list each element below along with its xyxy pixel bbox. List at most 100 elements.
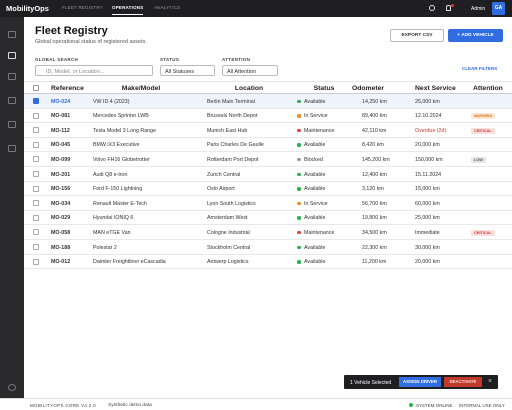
row-checkbox[interactable] [33, 229, 39, 236]
make-model: Audi Q8 e-tron [93, 171, 128, 178]
online-dot [409, 403, 413, 407]
reference[interactable]: MO-188 [51, 244, 71, 251]
reference[interactable]: MO-156 [51, 186, 71, 193]
close-icon[interactable]: × [488, 378, 493, 385]
status-dot [297, 128, 301, 133]
odometer: 19,800 km [362, 215, 387, 222]
user-name[interactable]: Admin [471, 5, 486, 12]
globe-icon[interactable] [429, 5, 435, 11]
attention-select[interactable]: All Attention [222, 65, 278, 76]
make-model: Polestar 2 [93, 244, 117, 251]
table-row[interactable]: MO-188 Polestar 2 Stockholm Central Availab… [24, 240, 512, 255]
odometer: 12,400 km [362, 171, 387, 178]
reference[interactable]: MO-112 [51, 127, 70, 134]
make-model: Ford F-150 Lightning [93, 186, 143, 193]
row-checkbox[interactable] [33, 185, 39, 192]
status: In Service [304, 200, 328, 207]
footer-note: Synthetic demo data [108, 402, 152, 408]
row-checkbox[interactable] [33, 244, 39, 250]
next-service: 25,000 km [415, 98, 440, 105]
bell-icon[interactable] [446, 5, 451, 11]
settings-icon[interactable] [8, 384, 16, 391]
row-checkbox[interactable] [33, 200, 39, 207]
nav-icon[interactable] [8, 121, 16, 128]
reference[interactable]: MO-099 [51, 156, 71, 163]
reference[interactable]: MO-029 [51, 215, 71, 222]
row-checkbox[interactable] [33, 214, 39, 221]
nav-item[interactable]: FLEET REGISTRY [62, 5, 103, 10]
nav-icon[interactable] [8, 52, 16, 59]
nav-item[interactable]: OPERATIONS [112, 5, 144, 15]
odometer: 56,700 km [362, 200, 387, 207]
row-checkbox[interactable] [33, 258, 39, 265]
search-input[interactable]: ID, Model, or Location... [35, 65, 153, 76]
reference[interactable]: MO-045 [51, 142, 71, 149]
add-button[interactable]: + ADD VEHICLE [448, 29, 503, 42]
export-button[interactable]: EXPORT CSV [390, 29, 444, 42]
table-row[interactable]: MO-024 VW ID.4 (2023) Berlin Main Terminal… [24, 94, 512, 109]
row-checkbox[interactable] [33, 98, 39, 104]
table-row[interactable]: MO-112 Tesla Model 3 Long Range Munich Eas… [24, 123, 512, 138]
reference[interactable]: MO-081 [51, 113, 71, 120]
filter-label: GLOBAL SEARCH [35, 57, 79, 62]
location: Munich East Hub [207, 127, 248, 134]
column-header[interactable]: Location [234, 85, 264, 92]
row-checkbox[interactable] [33, 156, 39, 163]
select-all-checkbox[interactable] [33, 85, 39, 91]
filter-label: ATTENTION [222, 57, 251, 62]
row-checkbox[interactable] [33, 171, 39, 177]
table-row[interactable]: MO-058 MAN eTGE Van Cologne Industrial Main… [24, 225, 512, 240]
table-row[interactable]: MO-034 Renault Master E-Tech Lyon South Lo… [24, 196, 512, 211]
status-dot [297, 187, 301, 191]
column-header[interactable]: Reference [51, 85, 84, 92]
nav-icon[interactable] [8, 97, 16, 104]
column-header[interactable]: Next Service [415, 85, 456, 92]
row-checkbox[interactable] [33, 127, 39, 134]
table-row[interactable]: MO-081 Mercedes Sprinter LWB Brussels Nort… [24, 109, 512, 124]
table-row[interactable]: MO-099 Volvo FH16 Globetrotter Rotterdam P… [24, 152, 512, 167]
reference[interactable]: MO-024 [51, 98, 71, 105]
notification-dot [451, 4, 454, 7]
status-dot [297, 245, 301, 249]
make-model: Renault Master E-Tech [93, 200, 147, 207]
nav-icon[interactable] [8, 31, 16, 38]
row-checkbox[interactable] [33, 141, 39, 148]
status-dot [297, 201, 301, 206]
next-service: 12.10.2024 [415, 113, 442, 120]
deactivate-button[interactable]: DEACTIVATE [444, 377, 482, 387]
location: Rotterdam Port Depot [207, 156, 259, 163]
make-model: Tesla Model 3 Long Range [93, 127, 157, 134]
column-header[interactable]: Status [313, 85, 335, 92]
table-row[interactable]: MO-156 Ford F-150 Lightning Oslo Airport Av… [24, 182, 512, 197]
clear-filters[interactable]: CLEAR FILTERS [462, 66, 498, 71]
nav-item[interactable]: ANALYTICS [154, 5, 181, 10]
location: Lyon South Logistics [207, 200, 256, 207]
table-row[interactable]: MO-201 Audi Q8 e-tron Zurich Central Availa… [24, 167, 512, 182]
status-dot [297, 99, 301, 103]
logo[interactable]: MobilityOps [6, 4, 49, 13]
column-header[interactable]: Attention [473, 85, 503, 92]
next-service: 60,000 km [415, 200, 440, 207]
status-select[interactable]: All Statuses [160, 65, 215, 76]
nav-icon[interactable] [8, 73, 16, 80]
reference[interactable]: MO-058 [51, 229, 71, 236]
location: Berlin Main Terminal [207, 98, 255, 105]
row-checkbox[interactable] [33, 112, 39, 119]
table-row[interactable]: MO-029 Hyundai IONIQ 6 Amsterdam West Avail… [24, 211, 512, 226]
assign-button[interactable]: ASSIGN DRIVER [399, 377, 441, 387]
reference[interactable]: MO-012 [51, 259, 71, 266]
column-header[interactable]: Odometer [351, 85, 385, 92]
avatar[interactable]: GA [492, 2, 505, 15]
column-header[interactable]: Make/Model [121, 85, 161, 92]
table-row[interactable]: MO-045 BMW iX3 Executive Paris Charles De … [24, 138, 512, 153]
status-dot [297, 260, 301, 264]
table-row[interactable]: MO-012 Daimler Freightliner eCascadia Antw… [24, 255, 512, 270]
reference[interactable]: MO-201 [51, 171, 71, 178]
nav-icon[interactable] [8, 145, 16, 152]
filter-label: STATUS [160, 57, 180, 62]
selection-count: 1 Vehicle Selected [350, 379, 392, 386]
selection-bar: 1 Vehicle Selected ASSIGN DRIVER DEACTIV… [344, 375, 498, 389]
reference[interactable]: MO-034 [51, 200, 71, 207]
version: MOBILITYOPS CORE V4.2.0 [30, 402, 96, 408]
odometer: 3,120 km [362, 186, 384, 193]
